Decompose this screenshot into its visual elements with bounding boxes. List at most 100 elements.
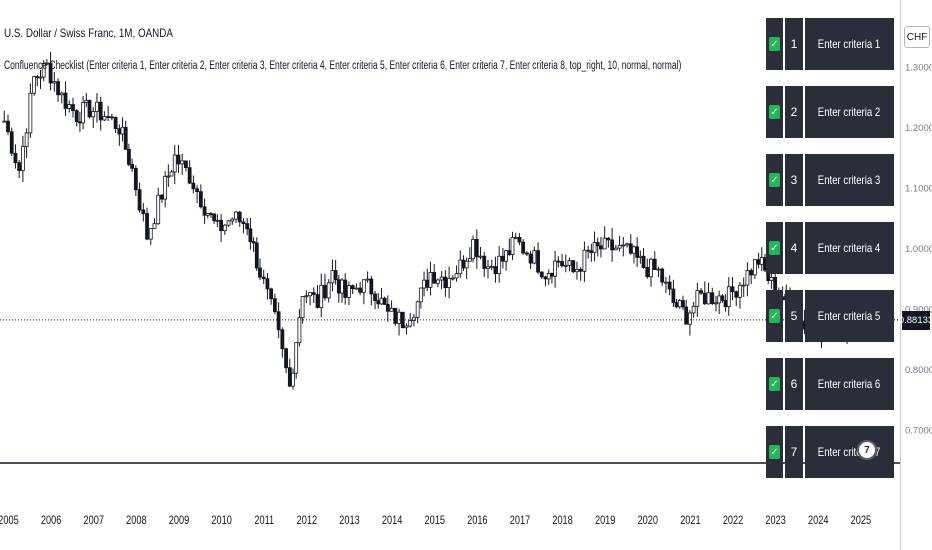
y-tick-label: 1.10000 [905,184,932,195]
candle [749,268,754,285]
candle [621,236,626,257]
candle [450,275,455,281]
candle [382,296,387,305]
candle [294,342,299,379]
candle [752,259,757,280]
x-tick-label: 2022 [723,515,744,527]
x-tick-label: 2021 [680,515,701,527]
candle [59,91,64,104]
checklist-number: 5 [785,290,803,342]
candle [276,302,281,339]
candle [684,299,689,325]
candle [350,284,355,295]
candle [706,282,711,305]
candle [148,228,153,246]
candle [408,313,413,328]
candle [71,97,75,118]
candle [756,252,761,269]
indicator-legend[interactable]: Confluence Checklist (Enter criteria 1, … [4,60,682,72]
candle [635,236,640,268]
x-tick-label: 2019 [595,515,616,527]
candle [280,327,285,358]
candle [222,224,227,235]
checkmark-icon: ✓ [769,377,780,391]
candle [652,251,657,271]
checklist-check-cell: ✓ [766,86,783,138]
candle [304,290,309,304]
checklist-check-cell: ✓ [766,290,783,342]
checklist-row: ✓ 3 Enter criteria 3 [766,154,896,206]
checklist-criteria-label: Enter criteria 1 [805,18,894,70]
candle [160,194,164,203]
candle [632,245,636,264]
candle [738,281,742,309]
candle [230,217,235,225]
candle [524,251,529,257]
candle [550,272,554,284]
checklist-row: ✓ 1 Enter criteria 1 [766,18,896,70]
candle [237,210,242,227]
candle [664,276,668,294]
candle [428,261,433,296]
candle-series [2,51,863,390]
x-tick-label: 2007 [84,515,105,527]
candle [141,202,146,222]
candle [677,299,682,309]
x-tick-label: 2009 [169,515,190,527]
checkmark-icon: ✓ [769,37,780,51]
candle [84,92,89,108]
candle [560,253,564,268]
candle [471,235,475,263]
candle [184,160,188,172]
candle [226,219,231,227]
checkmark-icon: ✓ [769,309,780,323]
x-tick-label: 2012 [297,515,318,527]
candle [258,258,262,281]
x-tick-label: 2016 [467,515,488,527]
candle [248,218,253,250]
currency-unit-button[interactable]: CHF [904,26,930,48]
checklist-criteria-label: Enter criteria 7 [805,426,894,478]
candle [447,266,451,299]
candle [649,257,653,287]
candle [404,323,409,335]
checkmark-icon: ✓ [769,241,780,255]
candle [191,175,196,194]
x-tick-label: 2023 [765,515,786,527]
candle [586,245,591,259]
candle [613,244,618,251]
candle [553,250,558,288]
x-tick-label: 2006 [41,515,62,527]
candle [113,116,118,133]
candle [567,257,572,272]
candle [319,273,324,318]
candle [38,69,43,90]
candle [671,279,676,307]
checklist-row: ✓ 6 Enter criteria 6 [766,358,896,410]
candle [41,60,46,82]
candle [710,287,715,305]
y-tick-label: 1.30000 [905,62,932,73]
checklist-row: ✓ 4 Enter criteria 4 [766,222,896,274]
candle [369,276,374,306]
candle [44,59,49,66]
x-tick-label: 2020 [638,515,659,527]
x-tick-label: 2018 [552,515,573,527]
candle [734,290,739,307]
candle [674,298,679,309]
candle [521,239,526,256]
candle [17,159,22,179]
candle [617,235,622,252]
candle [120,117,125,142]
candle [130,158,135,173]
candle [212,213,217,224]
candle [52,72,57,92]
candle [234,210,238,224]
candle [195,185,200,204]
candle [336,274,341,303]
candle [169,169,174,177]
candle [556,256,561,268]
candle [330,259,335,292]
candle [6,114,10,136]
